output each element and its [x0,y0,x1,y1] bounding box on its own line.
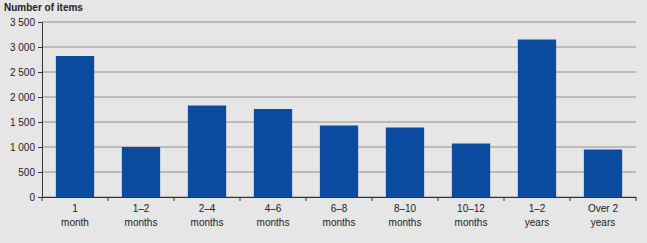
x-tick-label-line: month [61,217,89,228]
x-tick-label-line: months [389,217,422,228]
x-tick: 10–12 months [455,197,488,228]
x-tick-label: 10–12 months [455,203,488,228]
bar [320,126,358,198]
category-separator [636,197,637,201]
x-tick: 4–6 months [257,197,290,228]
y-axis: 0 500 1 000 1 500 2 000 2 500 3 000 3 500 [10,17,43,203]
category-separator [570,197,571,201]
y-tick: 3 500 [10,17,42,28]
category-separator [174,197,175,201]
x-tick: 2–4 months [191,197,224,228]
plot: 0 500 1 000 1 500 2 000 2 500 3 000 3 500 1 month… [10,17,637,228]
y-tick-label: 1 500 [10,117,35,128]
category-separator [108,197,109,201]
x-tick-label-line: months [191,217,224,228]
y-tick-label: 1 000 [10,142,35,153]
x-tick-label-line: 4–6 [265,203,282,214]
bar [518,40,556,198]
grid [42,22,636,197]
x-tick-label: 6–8 months [323,203,356,228]
y-tick-mark [38,47,42,48]
y-tick-label: 3 000 [10,42,35,53]
bar [56,56,94,197]
y-tick-label: 2 000 [10,92,35,103]
y-tick: 2 000 [10,92,42,103]
x-tick-label-line: months [125,217,158,228]
y-tick-mark [38,122,42,123]
y-tick-mark [38,97,42,98]
bar [452,144,490,198]
category-separator [306,197,307,201]
category-separator [240,197,241,201]
x-tick: 8–10 months [389,197,422,228]
y-tick-mark [38,22,42,23]
bar [188,106,226,198]
x-tick-label-line: Over 2 [588,203,618,214]
x-tick: 1–2 years [525,197,549,228]
x-tick-label-line: months [455,217,488,228]
x-tick-label-line: 6–8 [331,203,348,214]
bar [386,128,424,198]
x-tick: 1 month [61,197,89,228]
x-tick-label-line: 2–4 [199,203,216,214]
bar [254,109,292,197]
y-tick-mark [38,197,42,198]
bar [584,150,622,198]
x-tick-label-line: years [591,217,615,228]
y-tick: 1 500 [10,117,42,128]
x-tick: 6–8 months [323,197,356,228]
x-tick-label-line: 1–2 [529,203,546,214]
y-tick: 3 000 [10,42,42,53]
y-tick-mark [38,147,42,148]
x-tick-label-line: months [257,217,290,228]
y-tick: 500 [18,167,42,178]
chart: 0 500 1 000 1 500 2 000 2 500 3 000 3 500 1 month… [0,0,647,243]
background [0,0,647,243]
y-axis-line [38,23,43,198]
x-tick-label-line: 1 [72,203,78,214]
y-axis-title: Number of items [4,2,83,13]
category-separator [372,197,373,201]
x-tick-label-line: years [525,217,549,228]
category-separators [42,197,636,201]
y-tick: 0 [29,192,42,203]
y-tick-label: 3 500 [10,17,35,28]
x-tick-label: Over 2 years [588,203,618,228]
x-tick-label-line: 1–2 [133,203,150,214]
category-separator [504,197,505,201]
y-tick-mark [38,72,42,73]
x-tick-label: 4–6 months [257,203,290,228]
x-tick-label: 1–2 years [525,203,549,228]
y-tick: 2 500 [10,67,42,78]
x-tick: 1–2 months [125,197,158,228]
y-tick-mark [38,172,42,173]
category-separator [438,197,439,201]
x-tick-label-line: 8–10 [394,203,417,214]
x-tick-label: 8–10 months [389,203,422,228]
x-tick: Over 2 years [588,197,618,228]
bars [56,40,622,198]
x-tick-label: 1 month [61,203,89,228]
category-separator [42,197,43,201]
y-tick-label: 2 500 [10,67,35,78]
x-tick-label: 2–4 months [191,203,224,228]
x-axis: 1 month 1–2 months 2–4 months 4–6 months 6–8 mont… [43,197,637,228]
x-tick-label-line: 10–12 [457,203,485,214]
grid-line [42,22,636,23]
bar [122,147,160,197]
x-axis-line [43,197,637,198]
y-tick: 1 000 [10,142,42,153]
x-tick-label: 1–2 months [125,203,158,228]
y-tick-label: 0 [29,192,35,203]
y-tick-label: 500 [18,167,35,178]
x-tick-label-line: months [323,217,356,228]
